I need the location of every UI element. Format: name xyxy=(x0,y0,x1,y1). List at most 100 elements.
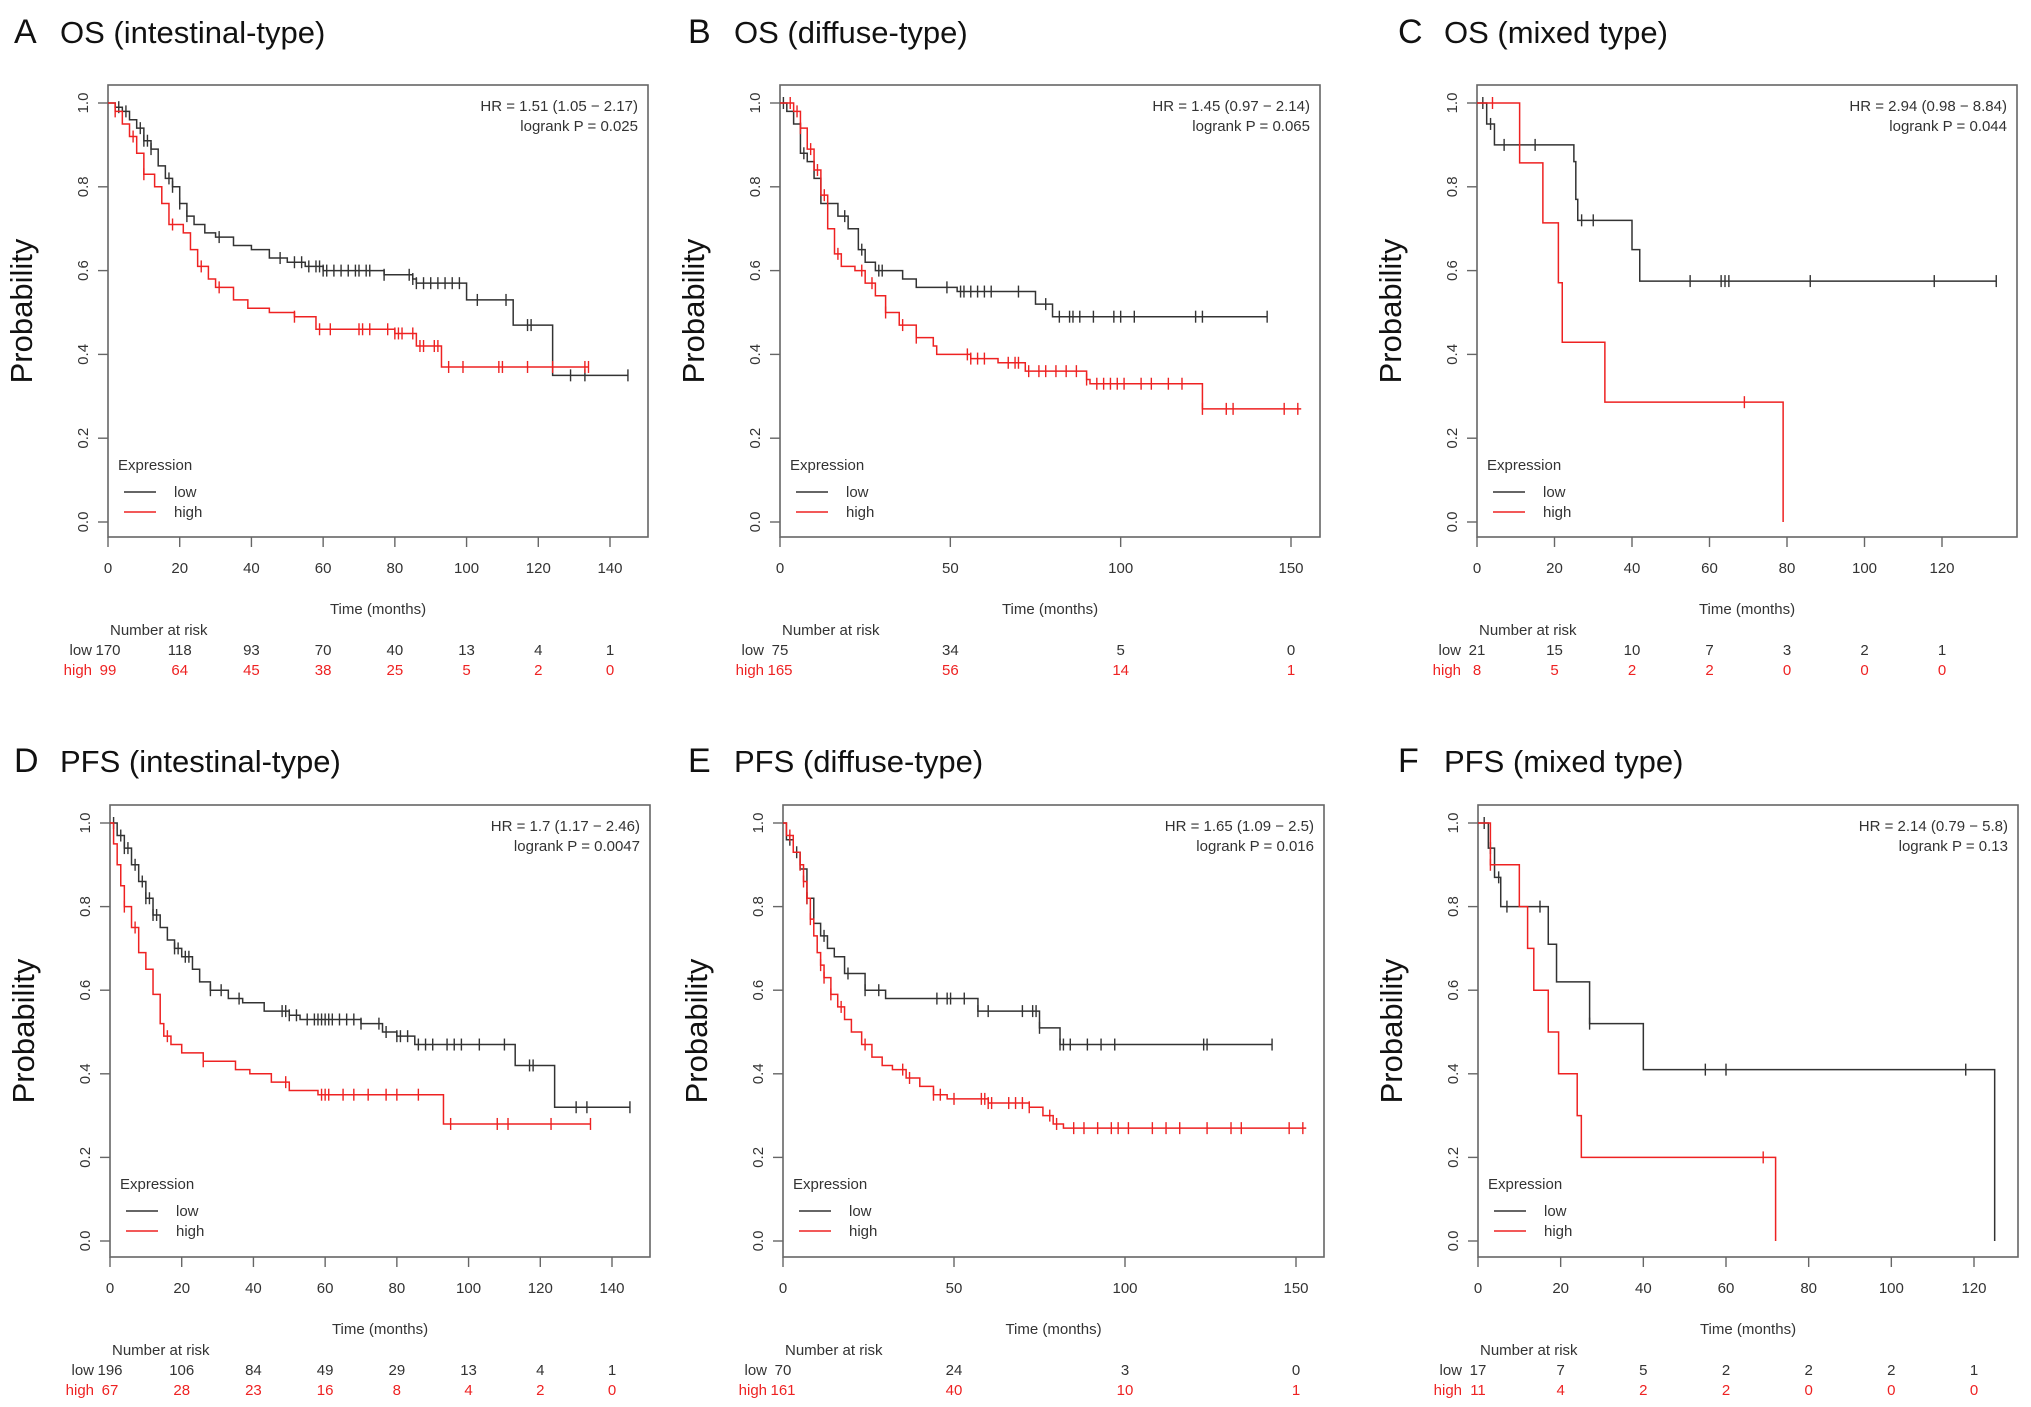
risk-count-high: 2 xyxy=(1705,662,1713,679)
risk-count-low: 1 xyxy=(1938,642,1946,659)
x-tick-label: 100 xyxy=(1852,560,1877,577)
x-tick-label: 140 xyxy=(599,1280,624,1297)
x-tick-label: 60 xyxy=(1701,560,1718,577)
risk-count-high: 2 xyxy=(536,1382,544,1399)
risk-count-low: 70 xyxy=(315,642,332,659)
x-tick-label: 20 xyxy=(1546,560,1563,577)
risk-row-label-high: high xyxy=(736,662,764,679)
plot-frame xyxy=(107,84,649,538)
km-curve-low xyxy=(780,102,1268,318)
y-tick-label: 0.6 xyxy=(77,980,94,1001)
y-tick-label: 0.0 xyxy=(1444,512,1461,533)
legend-label-high: high xyxy=(846,504,874,521)
risk-row-label-high: high xyxy=(66,1382,94,1399)
risk-row-label-low: low xyxy=(744,1362,767,1379)
x-tick-label: 80 xyxy=(389,1280,406,1297)
x-tick-label: 120 xyxy=(1961,1280,1986,1297)
x-axis-label: Time (months) xyxy=(330,601,426,618)
risk-row-label-low: low xyxy=(1439,1362,1462,1379)
km-curve-high xyxy=(108,102,589,368)
x-tick-label: 100 xyxy=(1112,1280,1137,1297)
y-tick-label: 0.4 xyxy=(750,1063,767,1084)
y-tick-label: 0.8 xyxy=(75,176,92,197)
y-tick-label: 0.2 xyxy=(747,428,764,449)
risk-count-high: 165 xyxy=(767,662,792,679)
x-axis-label: Time (months) xyxy=(1002,601,1098,618)
logrank-p: logrank P = 0.016 xyxy=(1196,838,1314,855)
panel-letter: E xyxy=(688,742,711,780)
risk-count-low: 4 xyxy=(536,1362,544,1379)
risk-count-high: 45 xyxy=(243,662,260,679)
panel-title: PFS (mixed type) xyxy=(1444,744,1683,779)
legend-label-low: low xyxy=(174,484,197,501)
legend-label-low: low xyxy=(849,1203,872,1220)
plot-frame xyxy=(1476,84,2018,538)
legend-label-high: high xyxy=(174,504,202,521)
risk-count-low: 10 xyxy=(1624,642,1641,659)
risk-row-label-high: high xyxy=(739,1382,767,1399)
risk-count-low: 3 xyxy=(1783,642,1791,659)
risk-count-low: 7 xyxy=(1556,1362,1564,1379)
risk-count-high: 99 xyxy=(100,662,117,679)
y-tick-label: 0.0 xyxy=(1445,1231,1462,1252)
risk-count-high: 8 xyxy=(1473,662,1481,679)
x-tick-label: 80 xyxy=(1779,560,1796,577)
risk-row-label-low: low xyxy=(71,1362,94,1379)
y-tick-label: 0.0 xyxy=(75,512,92,533)
y-tick-label: 0.0 xyxy=(747,512,764,533)
x-tick-label: 100 xyxy=(454,560,479,577)
panel-title: PFS (diffuse-type) xyxy=(734,744,983,779)
risk-count-low: 1 xyxy=(1970,1362,1978,1379)
risk-count-low: 13 xyxy=(460,1362,477,1379)
x-tick-label: 50 xyxy=(942,560,959,577)
risk-count-high: 11 xyxy=(1470,1382,1486,1399)
risk-count-low: 106 xyxy=(169,1362,194,1379)
x-tick-label: 50 xyxy=(946,1280,963,1297)
x-tick-label: 40 xyxy=(1635,1280,1652,1297)
x-tick-label: 100 xyxy=(1108,560,1133,577)
risk-count-high: 5 xyxy=(1550,662,1558,679)
legend-title: Expression xyxy=(793,1176,867,1193)
x-tick-label: 40 xyxy=(1624,560,1641,577)
y-tick-label: 0.6 xyxy=(1445,980,1462,1001)
risk-count-low: 196 xyxy=(97,1362,122,1379)
y-tick-label: 0.0 xyxy=(77,1231,94,1252)
risk-count-high: 28 xyxy=(173,1382,190,1399)
x-axis-label: Time (months) xyxy=(1005,1321,1101,1338)
risk-count-high: 0 xyxy=(1783,662,1791,679)
y-tick-label: 1.0 xyxy=(1445,813,1462,834)
y-tick-label: 0.2 xyxy=(77,1147,94,1168)
y-tick-label: 0.8 xyxy=(1445,896,1462,917)
y-tick-label: 0.8 xyxy=(747,176,764,197)
x-tick-label: 140 xyxy=(597,560,622,577)
risk-count-low: 3 xyxy=(1121,1362,1129,1379)
risk-count-low: 5 xyxy=(1116,642,1124,659)
risk-count-low: 170 xyxy=(95,642,120,659)
km-curve-high xyxy=(110,822,591,1125)
x-tick-label: 40 xyxy=(245,1280,262,1297)
y-tick-label: 0.2 xyxy=(750,1147,767,1168)
risk-count-low: 24 xyxy=(946,1362,963,1379)
y-tick-label: 1.0 xyxy=(75,93,92,114)
km-curve-low xyxy=(108,102,628,377)
km-panel-e: E PFS (diffuse-type) 0.0 0.2 0.4 0.6 0.8 1.0 Pro… xyxy=(679,742,1325,1399)
risk-count-high: 8 xyxy=(393,1382,401,1399)
logrank-p: logrank P = 0.044 xyxy=(1889,118,2007,135)
km-curve-high xyxy=(1477,102,1784,522)
risk-count-low: 29 xyxy=(389,1362,406,1379)
panel-title: OS (mixed type) xyxy=(1444,15,1668,50)
y-tick-label: 0.4 xyxy=(747,344,764,365)
y-tick-label: 1.0 xyxy=(1444,93,1461,114)
x-tick-label: 80 xyxy=(1800,1280,1817,1297)
x-tick-label: 0 xyxy=(104,560,112,577)
risk-count-high: 161 xyxy=(770,1382,795,1399)
risk-count-high: 25 xyxy=(387,662,404,679)
risk-count-high: 40 xyxy=(946,1382,963,1399)
risk-count-high: 14 xyxy=(1112,662,1129,679)
plot-frame xyxy=(782,804,1325,1258)
km-panel-a: A OS (intestinal-type) 0.0 0.2 0.4 0.6 0.8 1.0 P… xyxy=(4,13,649,679)
risk-table-title: Number at risk xyxy=(785,1342,883,1359)
y-tick-label: 0.2 xyxy=(1444,428,1461,449)
risk-count-low: 49 xyxy=(317,1362,334,1379)
y-axis-label: Probability xyxy=(4,238,39,383)
